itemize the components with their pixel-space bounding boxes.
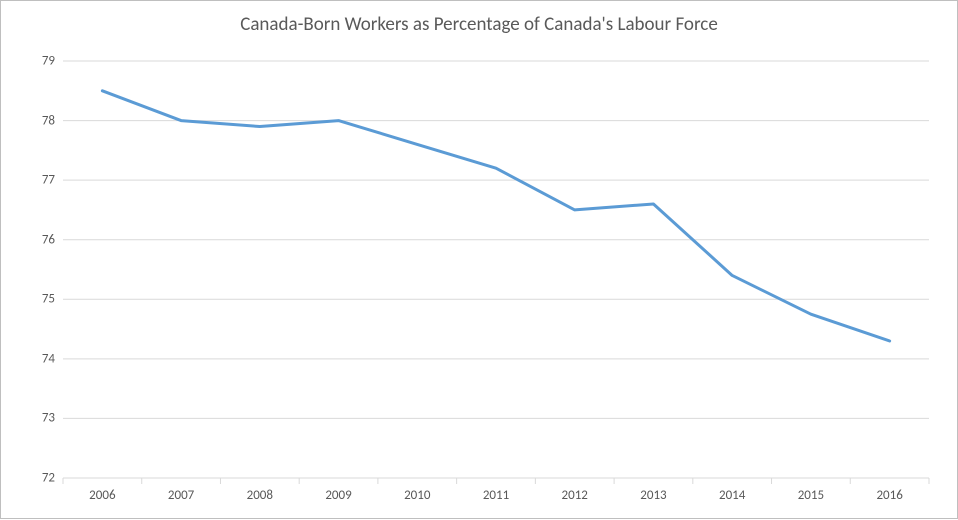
y-axis-label: 79 [15,54,55,69]
y-axis-label: 73 [15,411,55,426]
chart-plot [1,1,958,520]
x-axis-label: 2007 [151,488,211,503]
x-axis-label: 2011 [466,488,526,503]
x-axis-label: 2006 [72,488,132,503]
x-axis-label: 2012 [545,488,605,503]
y-axis-label: 78 [15,113,55,128]
y-axis-label: 75 [15,292,55,307]
x-axis-label: 2010 [387,488,447,503]
x-axis-label: 2009 [309,488,369,503]
x-axis-label: 2014 [702,488,762,503]
chart-container: Canada-Born Workers as Percentage of Can… [0,0,958,519]
y-axis-label: 76 [15,232,55,247]
x-axis-label: 2015 [781,488,841,503]
x-axis-label: 2016 [860,488,920,503]
y-axis-label: 77 [15,173,55,188]
x-axis-label: 2013 [623,488,683,503]
x-axis-label: 2008 [230,488,290,503]
y-axis-label: 72 [15,471,55,486]
y-axis-label: 74 [15,351,55,366]
